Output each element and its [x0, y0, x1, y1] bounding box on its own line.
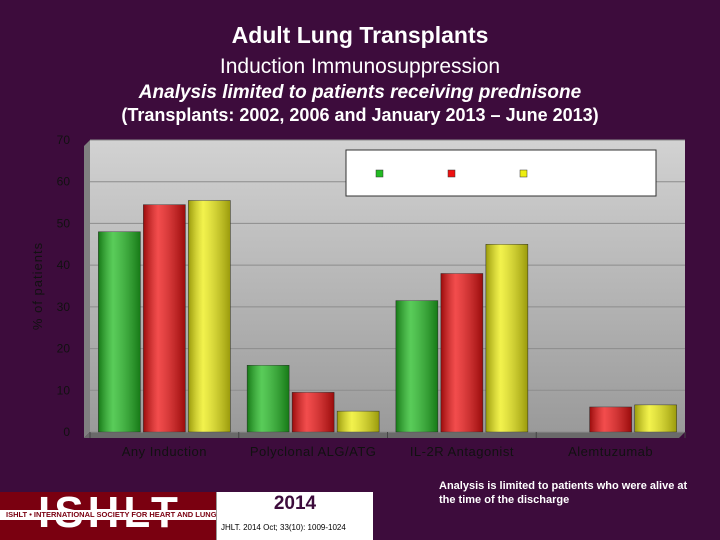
y-tick-label: 0 — [63, 425, 70, 439]
chart-title: Adult Lung Transplants — [231, 22, 489, 48]
y-tick-label: 60 — [57, 175, 71, 189]
plot-side-wall — [84, 140, 90, 438]
y-tick-label: 70 — [57, 133, 71, 147]
legend-swatch — [447, 169, 456, 178]
citation-box: 2014 JHLT. 2014 Oct; 33(10): 1009-1024 — [216, 492, 373, 540]
bar-shade — [292, 392, 335, 432]
bar-shade — [440, 273, 483, 432]
bar-shade — [247, 365, 290, 432]
y-tick-label: 50 — [57, 216, 71, 230]
y-tick-label: 40 — [57, 258, 71, 272]
bar-shade — [395, 300, 438, 432]
legend-swatch — [375, 169, 384, 178]
ishlt-logo-tagline: ISHLT • INTERNATIONAL SOCIETY FOR HEART … — [6, 510, 216, 519]
x-tick-label: Any Induction — [122, 444, 207, 459]
bar-shade — [337, 411, 380, 432]
citation-year: 2014 — [273, 493, 317, 514]
bar-shade — [98, 231, 141, 432]
x-tick-label: Alemtuzumab — [568, 444, 653, 459]
ishlt-logo: ISHLT ISHLT • INTERNATIONAL SOCIETY FOR … — [0, 492, 216, 540]
y-tick-label: 10 — [57, 383, 71, 397]
bar-shade — [485, 244, 528, 432]
chart-subtitle: Induction Immunosuppression — [219, 55, 501, 78]
x-tick-label: Polyclonal ALG/ATG — [250, 444, 377, 459]
bar-shade — [188, 200, 231, 432]
legend-box — [345, 149, 657, 197]
x-tick-label: IL-2R Antagonist — [410, 444, 514, 459]
y-axis-label: % of patients — [30, 242, 45, 330]
legend-swatch — [519, 169, 528, 178]
citation-reference: JHLT. 2014 Oct; 33(10): 1009-1024 — [221, 523, 346, 532]
analysis-note: Analysis is limited to patients who were… — [439, 480, 688, 506]
bar-shade — [589, 406, 632, 432]
transplant-period-caption: (Transplants: 2002, 2006 and January 201… — [121, 105, 599, 125]
bar-shade — [634, 404, 677, 432]
plot-floor — [84, 432, 685, 438]
analysis-caption: Analysis limited to patients receiving p… — [138, 82, 582, 103]
y-tick-label: 20 — [57, 342, 71, 356]
bar-shade — [143, 204, 186, 432]
y-tick-label: 30 — [57, 300, 71, 314]
